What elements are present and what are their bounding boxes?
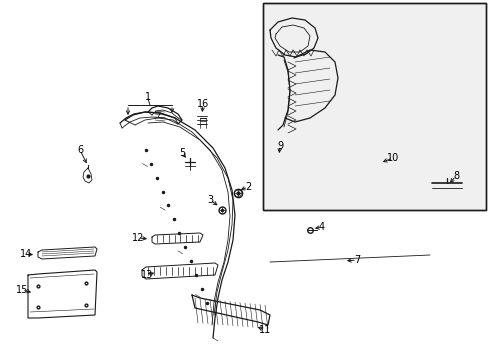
Text: 9: 9: [276, 141, 283, 151]
Text: 1: 1: [144, 92, 151, 102]
Text: 12: 12: [132, 233, 144, 243]
Text: 16: 16: [197, 99, 209, 109]
Text: 2: 2: [244, 182, 251, 192]
Text: 4: 4: [318, 222, 325, 232]
Bar: [263, 3, 485, 210]
Text: 13: 13: [141, 270, 153, 280]
Text: 8: 8: [452, 171, 458, 181]
Text: 11: 11: [258, 325, 270, 335]
Text: 3: 3: [206, 195, 213, 205]
Text: 5: 5: [179, 148, 185, 158]
Text: 7: 7: [353, 255, 359, 265]
Text: 15: 15: [16, 285, 28, 295]
Text: 6: 6: [77, 145, 83, 155]
Bar: [263, 3, 485, 210]
Text: 10: 10: [386, 153, 398, 163]
Text: 14: 14: [20, 249, 32, 259]
